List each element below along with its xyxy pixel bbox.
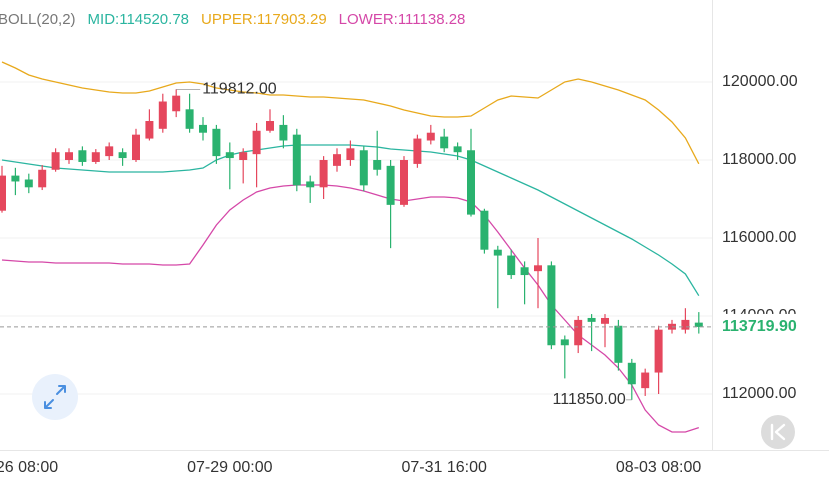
legend: BOLL(20,2) MID:114520.78 UPPER:117903.29 LO… (0, 11, 465, 28)
candle-body (480, 210, 489, 250)
candle-body (132, 134, 140, 161)
scroll-button-bg[interactable] (761, 415, 795, 449)
expand-icon[interactable] (44, 385, 66, 409)
candle-body (654, 329, 663, 373)
candle-body (306, 181, 315, 188)
y-tick-label: 118000.00 (722, 151, 797, 168)
candle-body (252, 130, 261, 155)
candle-body (373, 160, 382, 170)
candle-body (266, 121, 274, 131)
candle-body (574, 319, 583, 346)
candle-body (507, 255, 516, 276)
candle-body (359, 150, 368, 186)
candle-body (172, 95, 181, 112)
x-tick-label: 08-03 08:00 (616, 459, 702, 476)
candle-body (627, 362, 636, 385)
candle-body (51, 152, 60, 170)
boll-line (1, 184, 700, 433)
candle-body (91, 152, 100, 162)
legend-entry: LOWER:111138.28 (339, 11, 466, 28)
candle-body (413, 138, 422, 164)
candle-body (212, 128, 221, 157)
candle-body (279, 124, 288, 141)
candle-body (547, 265, 556, 346)
legend-entry: UPPER:117903.29 (201, 11, 327, 28)
y-tick-label: 120000.00 (722, 73, 798, 90)
boll-line (1, 61, 700, 165)
candle-body (319, 160, 328, 188)
candle-body (493, 249, 502, 256)
candle-body (105, 146, 114, 157)
candle-body (225, 152, 234, 159)
scroll-icon[interactable] (770, 423, 786, 441)
candle-body (346, 148, 355, 161)
candle-body (0, 175, 6, 211)
candle-body (520, 267, 529, 276)
candle-body (681, 319, 690, 330)
candle-body (333, 154, 341, 166)
candle-body (694, 322, 703, 327)
candle-body (145, 121, 154, 139)
candle-body (185, 109, 194, 129)
candle-body (467, 150, 475, 215)
indicator-label: BOLL(20,2) (0, 11, 76, 28)
candle-body (453, 146, 462, 153)
legend-entry: MID:114520.78 (88, 11, 189, 28)
y-tick-label: 112000.00 (722, 385, 797, 402)
candle-body (386, 165, 395, 205)
extreme-marker-label: 119812.00 (202, 81, 277, 98)
candle-body (65, 152, 73, 161)
candle-body (641, 372, 650, 389)
candle-body (158, 101, 167, 129)
candle-body (614, 325, 623, 363)
last-price-label: 113719.90 (722, 318, 797, 335)
extreme-marker-label: 111850.00 (553, 391, 626, 408)
scroll-to-latest-button[interactable] (761, 415, 795, 449)
last-price-tag (714, 313, 826, 340)
candle-body (118, 152, 127, 159)
axes: 120000.00118000.00116000.00114000.001120… (0, 73, 826, 476)
x-tick-label: 07-29 00:00 (187, 459, 273, 476)
candle-body (440, 136, 449, 149)
candle-body (601, 317, 609, 324)
candle-body (560, 339, 569, 346)
candle-body (426, 132, 435, 141)
boll-line (1, 144, 700, 297)
candle-body (587, 317, 596, 322)
x-tick-label: 07-26 08:00 (0, 459, 58, 476)
candle-body (292, 134, 301, 186)
candle-body (38, 169, 47, 188)
candle-body (400, 160, 408, 205)
y-tick-label: 116000.00 (722, 229, 797, 246)
candle-body (11, 175, 20, 182)
plot-area: 119812.00 111850.00 (0, 61, 712, 433)
candle-body (199, 124, 207, 133)
candle-body (534, 265, 542, 272)
expand-button[interactable] (32, 374, 78, 420)
expand-button-bg[interactable] (32, 374, 78, 420)
candle-body (239, 152, 248, 161)
candle-body (78, 150, 87, 162)
x-tick-label: 07-31 16:00 (401, 459, 487, 476)
grid (0, 81, 712, 395)
candle-body (24, 179, 33, 188)
